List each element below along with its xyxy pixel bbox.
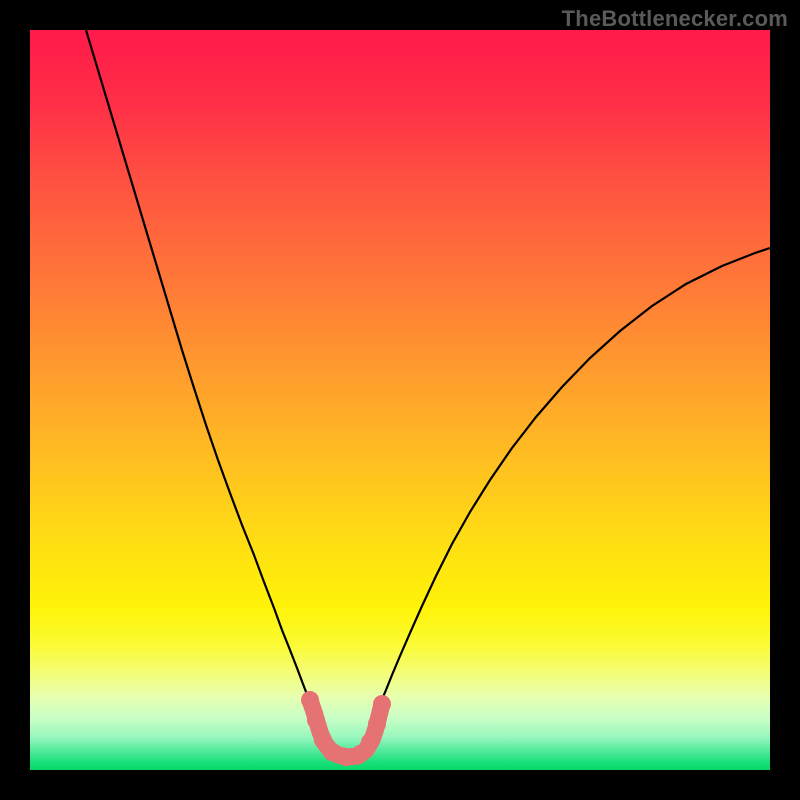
chart-frame: TheBottlenecker.com xyxy=(0,0,800,800)
watermark-text: TheBottlenecker.com xyxy=(562,6,788,32)
plot-area xyxy=(30,30,770,770)
gradient-background xyxy=(30,30,770,770)
chart-canvas xyxy=(30,30,770,770)
